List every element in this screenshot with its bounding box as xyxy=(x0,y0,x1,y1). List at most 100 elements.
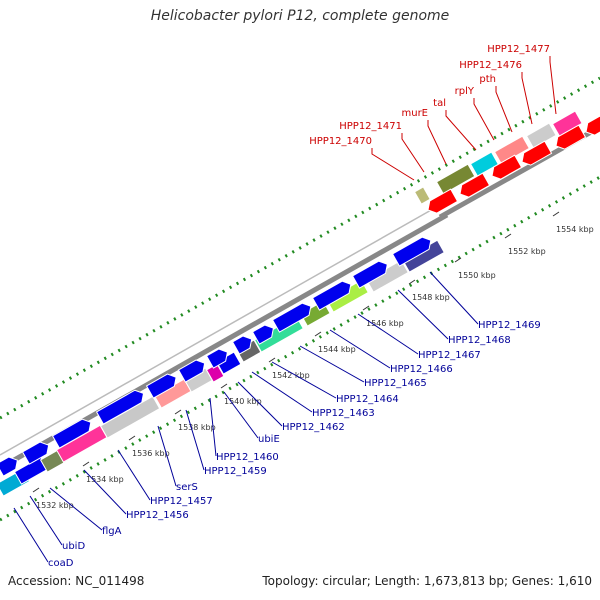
forward-gene-arrow xyxy=(0,456,18,477)
scale-tick-mark xyxy=(174,409,182,415)
forward-gene-arrow xyxy=(231,335,253,355)
reverse-label-leader xyxy=(427,120,447,165)
reverse-gene-label: rplY xyxy=(455,86,475,97)
forward-gene-label: HPP12_1459 xyxy=(204,466,267,477)
forward-label-leader xyxy=(223,391,259,439)
forward-gene-label: ubiE xyxy=(258,434,280,445)
forward-gene-label: HPP12_1460 xyxy=(216,452,279,463)
forward-gene-arrow xyxy=(311,280,352,311)
scale-tick-label: 1546 kbp xyxy=(366,319,404,328)
scale-tick-label: 1532 kbp xyxy=(36,501,74,510)
forward-gene-label: HPP12_1465 xyxy=(364,378,427,389)
scale-tick-mark xyxy=(362,305,370,311)
scale-tick-mark xyxy=(314,331,322,337)
backbone-line-upper xyxy=(0,204,441,456)
forward-gene-label: ubiD xyxy=(62,541,85,552)
reverse-gene-label: pth xyxy=(479,74,496,85)
reverse-label-leader xyxy=(549,56,557,115)
forward-gene-arrow xyxy=(145,373,177,399)
scale-tick-mark xyxy=(32,487,40,493)
forward-gene-block xyxy=(205,363,225,383)
scale-tick-label: 1540 kbp xyxy=(224,397,262,406)
scale-tick-label: 1544 kbp xyxy=(318,345,356,354)
forward-label-leader xyxy=(185,409,205,471)
inner-scale-dots xyxy=(0,175,600,522)
forward-gene-arrow xyxy=(21,441,50,465)
forward-gene-labels: coaD ubiD flgA HPP12_1456 HPP12_1457 serS HPP1… xyxy=(13,271,541,569)
scale-tick-label: 1550 kbp xyxy=(458,271,496,280)
forward-label-leader xyxy=(271,361,337,399)
forward-label-leader xyxy=(29,495,63,546)
forward-gene-label: serS xyxy=(176,482,198,493)
forward-label-leader xyxy=(157,425,177,487)
forward-label-leader xyxy=(117,449,151,501)
reverse-gene-block xyxy=(469,151,500,177)
reverse-gene-label: tal xyxy=(433,98,446,109)
forward-gene-label: HPP12_1464 xyxy=(336,394,399,405)
scale-tick-mark xyxy=(408,279,416,285)
forward-gene-label: HPP12_1456 xyxy=(126,510,189,521)
forward-gene-label: HPP12_1467 xyxy=(418,350,481,361)
scale-tick-label: 1552 kbp xyxy=(508,247,546,256)
forward-gene-arrow xyxy=(205,348,228,369)
forward-gene-label: HPP12_1462 xyxy=(282,422,345,433)
forward-gene-arrow xyxy=(177,359,206,383)
forward-label-leader xyxy=(83,469,127,515)
scale-tick-label: 1554 kbp xyxy=(556,225,594,234)
reverse-label-leader xyxy=(495,86,513,133)
scale-ticks: 1532 kbp 1534 kbp 1536 kbp 1538 kbp 1540 kbp… xyxy=(32,211,594,510)
forward-strand-genes xyxy=(0,236,445,497)
map-title: Helicobacter pylori P12, complete genome xyxy=(150,8,450,24)
forward-gene-label: HPP12_1457 xyxy=(150,496,213,507)
forward-gene-arrow xyxy=(391,236,432,267)
forward-label-leader xyxy=(299,345,365,383)
scale-tick-label: 1534 kbp xyxy=(86,475,124,484)
forward-label-leader xyxy=(397,289,449,340)
forward-gene-arrow xyxy=(251,324,274,345)
accession-text: Accession: NC_011498 xyxy=(8,574,145,588)
scale-tick-mark xyxy=(128,435,136,441)
forward-label-leader xyxy=(429,271,479,325)
reverse-strand-genes xyxy=(413,110,600,214)
outer-scale-dots xyxy=(0,76,600,420)
forward-label-leader xyxy=(237,381,283,427)
forward-gene-label: coaD xyxy=(48,558,74,569)
scale-tick-mark xyxy=(552,211,560,217)
forward-gene-label: HPP12_1463 xyxy=(312,408,375,419)
scale-tick-mark xyxy=(504,233,512,239)
reverse-gene-label: HPP12_1470 xyxy=(309,136,372,147)
reverse-gene-block xyxy=(435,163,476,195)
reverse-gene-label: HPP12_1477 xyxy=(487,44,550,55)
reverse-gene-arrow xyxy=(491,154,523,180)
scale-tick-label: 1542 kbp xyxy=(272,371,310,380)
scale-tick-label: 1548 kbp xyxy=(412,293,450,302)
forward-label-leader xyxy=(357,313,419,355)
scale-tick-mark xyxy=(82,461,90,467)
reverse-gene-arrow xyxy=(427,188,459,214)
reverse-label-leader xyxy=(473,98,495,141)
forward-label-leader xyxy=(13,507,49,563)
forward-label-leader xyxy=(251,371,313,413)
reverse-label-leader xyxy=(521,72,533,125)
forward-label-leader xyxy=(209,397,217,457)
scale-tick-mark xyxy=(454,257,462,263)
forward-gene-label: HPP12_1468 xyxy=(448,335,511,346)
genome-summary-text: Topology: circular; Length: 1,673,813 bp… xyxy=(262,574,592,588)
scale-tick-mark xyxy=(268,357,276,363)
scale-tick-label: 1536 kbp xyxy=(132,449,170,458)
reverse-gene-arrow xyxy=(459,172,491,198)
scale-tick-label: 1538 kbp xyxy=(178,423,216,432)
reverse-label-leader xyxy=(445,110,477,151)
forward-gene-label: HPP12_1466 xyxy=(390,364,453,375)
reverse-label-leader xyxy=(401,133,425,173)
reverse-gene-label: HPP12_1476 xyxy=(459,60,522,71)
forward-gene-arrow xyxy=(271,302,312,333)
reverse-gene-label: HPP12_1471 xyxy=(339,121,402,132)
reverse-gene-arrow xyxy=(585,115,600,136)
reverse-gene-arrow xyxy=(521,140,553,166)
forward-label-leader xyxy=(49,487,103,531)
forward-gene-arrow xyxy=(51,418,92,449)
